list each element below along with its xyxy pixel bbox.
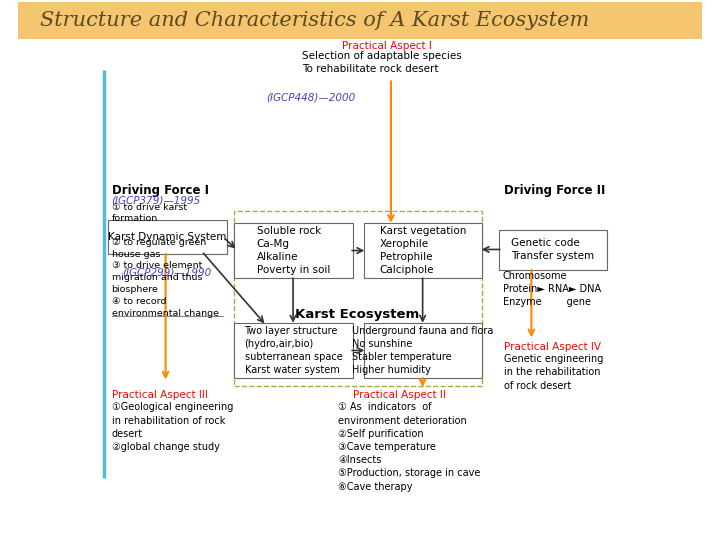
FancyBboxPatch shape (499, 230, 607, 270)
Text: Driving Force I: Driving Force I (112, 184, 209, 197)
FancyBboxPatch shape (364, 323, 482, 378)
FancyBboxPatch shape (18, 2, 702, 39)
Text: Practical Aspect IV: Practical Aspect IV (504, 342, 601, 352)
Text: Practical Aspect I: Practical Aspect I (342, 41, 432, 51)
Text: (IGCP379)—1995: (IGCP379)—1995 (112, 195, 201, 206)
Text: Underground fauna and flora
No sunshine
Stabler temperature
Higher humidity: Underground fauna and flora No sunshine … (352, 326, 494, 375)
FancyBboxPatch shape (234, 323, 353, 378)
Text: Two layer structure
(hydro,air,bio)
subterranean space
Karst water system: Two layer structure (hydro,air,bio) subt… (245, 326, 342, 375)
Text: Selection of adaptable species
To rehabilitate rock desert: Selection of adaptable species To rehabi… (302, 51, 462, 74)
Text: ① to drive karst
formation

② to regulate green
house gas
③ to drive element
mig: ① to drive karst formation ② to regulate… (112, 202, 219, 318)
Text: Genetic code
Transfer system: Genetic code Transfer system (511, 238, 595, 261)
Text: Chromosome
Protein► RNA► DNA
Enzyme        gene: Chromosome Protein► RNA► DNA Enzyme gene (503, 271, 600, 307)
FancyBboxPatch shape (364, 223, 482, 278)
Text: ①Geological engineering
in rehabilitation of rock
desert
②global change study: ①Geological engineering in rehabilitatio… (112, 402, 233, 452)
Text: ① As  indicators  of
environment deterioration
②Self purification
③Cave temperat: ① As indicators of environment deteriora… (338, 402, 481, 491)
Text: Karst Ecosystem: Karst Ecosystem (295, 308, 420, 321)
Text: Genetic engineering
in the rehabilitation
of rock desert: Genetic engineering in the rehabilitatio… (504, 354, 603, 390)
Text: Driving Force II: Driving Force II (504, 184, 606, 197)
Text: Practical Aspect III: Practical Aspect III (112, 390, 207, 400)
FancyBboxPatch shape (108, 220, 227, 254)
Text: Soluble rock
Ca-Mg
Alkaline
Poverty in soil: Soluble rock Ca-Mg Alkaline Poverty in s… (257, 226, 330, 275)
Text: Karst Dynamic System: Karst Dynamic System (108, 232, 227, 242)
Text: Practical Aspect II: Practical Aspect II (353, 390, 446, 400)
FancyBboxPatch shape (234, 223, 353, 278)
Text: Structure and Characteristics of A Karst Ecosystem: Structure and Characteristics of A Karst… (40, 11, 589, 30)
Text: (IGCP299)—1990: (IGCP299)—1990 (122, 268, 212, 278)
Text: (IGCP448)—2000: (IGCP448)—2000 (266, 93, 356, 103)
Text: Karst vegetation
Xerophile
Petrophile
Calciphole: Karst vegetation Xerophile Petrophile Ca… (380, 226, 466, 275)
